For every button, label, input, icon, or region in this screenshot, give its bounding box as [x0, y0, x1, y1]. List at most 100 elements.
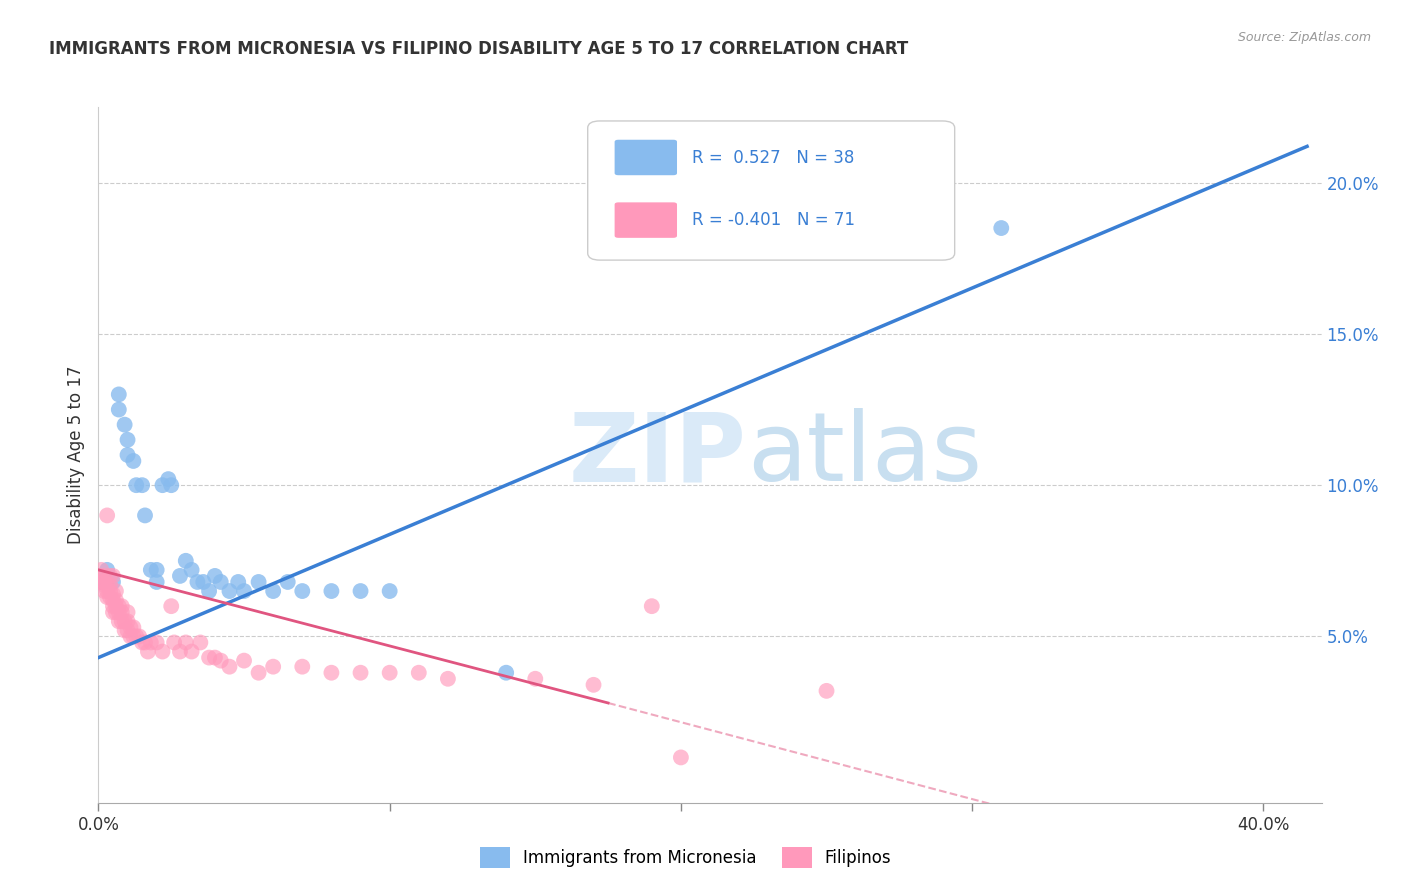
Point: [145, 635, 167, 649]
Point: [104, 593, 127, 607]
Point: [157, 472, 180, 486]
Point: [114, 417, 136, 432]
Point: [90, 574, 112, 589]
Point: [174, 554, 197, 568]
Point: [101, 569, 124, 583]
Point: [990, 221, 1012, 235]
Point: [169, 644, 191, 658]
Point: [218, 584, 240, 599]
Point: [139, 563, 162, 577]
Point: [108, 387, 131, 401]
Point: [104, 584, 127, 599]
Point: [247, 665, 270, 680]
Point: [291, 659, 314, 673]
Text: ZIP: ZIP: [569, 409, 747, 501]
Point: [101, 599, 124, 614]
Point: [111, 605, 134, 619]
Point: [98, 578, 121, 592]
Point: [641, 599, 664, 614]
Point: [108, 615, 131, 629]
Point: [122, 454, 145, 468]
Point: [122, 620, 145, 634]
Point: [125, 478, 148, 492]
Point: [111, 599, 134, 614]
Text: R =  0.527   N = 38: R = 0.527 N = 38: [692, 149, 853, 167]
Point: [122, 629, 145, 643]
Point: [145, 574, 167, 589]
Point: [198, 650, 221, 665]
Point: [93, 569, 115, 583]
Point: [101, 605, 124, 619]
Point: [152, 644, 174, 658]
Point: [408, 665, 430, 680]
Point: [90, 569, 112, 583]
Point: [125, 629, 148, 643]
Point: [169, 569, 191, 583]
Point: [233, 654, 256, 668]
Point: [96, 584, 118, 599]
Point: [120, 620, 142, 634]
Point: [437, 672, 460, 686]
Point: [262, 584, 284, 599]
Point: [120, 629, 142, 643]
Text: Source: ZipAtlas.com: Source: ZipAtlas.com: [1237, 31, 1371, 45]
Point: [111, 615, 134, 629]
FancyBboxPatch shape: [588, 121, 955, 260]
Point: [117, 448, 139, 462]
Point: [131, 635, 153, 649]
Point: [101, 574, 124, 589]
Point: [98, 584, 121, 599]
Point: [98, 569, 121, 583]
Y-axis label: Disability Age 5 to 17: Disability Age 5 to 17: [66, 366, 84, 544]
FancyBboxPatch shape: [614, 202, 678, 238]
Point: [321, 584, 343, 599]
Point: [198, 584, 221, 599]
Point: [104, 605, 127, 619]
Point: [90, 574, 112, 589]
Point: [495, 665, 517, 680]
Point: [160, 478, 183, 492]
Point: [233, 584, 256, 599]
Point: [117, 624, 139, 638]
Point: [108, 599, 131, 614]
Legend: Immigrants from Micronesia, Filipinos: Immigrants from Micronesia, Filipinos: [472, 841, 898, 874]
Point: [114, 624, 136, 638]
Point: [815, 684, 838, 698]
Point: [163, 635, 186, 649]
Point: [131, 478, 153, 492]
Point: [226, 574, 249, 589]
Point: [96, 563, 118, 577]
Point: [104, 599, 127, 614]
Point: [180, 644, 202, 658]
Point: [349, 665, 371, 680]
Point: [188, 635, 212, 649]
Point: [93, 574, 115, 589]
Point: [90, 563, 112, 577]
Point: [117, 605, 139, 619]
Point: [209, 574, 232, 589]
Point: [139, 635, 162, 649]
Point: [193, 574, 215, 589]
Point: [117, 615, 139, 629]
Point: [93, 584, 115, 599]
Point: [93, 578, 115, 592]
Point: [204, 650, 226, 665]
Point: [117, 433, 139, 447]
Point: [136, 644, 159, 658]
Point: [262, 659, 284, 673]
Point: [669, 750, 692, 764]
Point: [378, 665, 401, 680]
Point: [349, 584, 371, 599]
Point: [96, 508, 118, 523]
Point: [128, 629, 150, 643]
Point: [291, 584, 314, 599]
Point: [108, 402, 131, 417]
Point: [152, 478, 174, 492]
Point: [378, 584, 401, 599]
Point: [218, 659, 240, 673]
Text: R = -0.401   N = 71: R = -0.401 N = 71: [692, 211, 855, 229]
Point: [101, 593, 124, 607]
Point: [96, 590, 118, 604]
Point: [108, 605, 131, 619]
Point: [160, 599, 183, 614]
